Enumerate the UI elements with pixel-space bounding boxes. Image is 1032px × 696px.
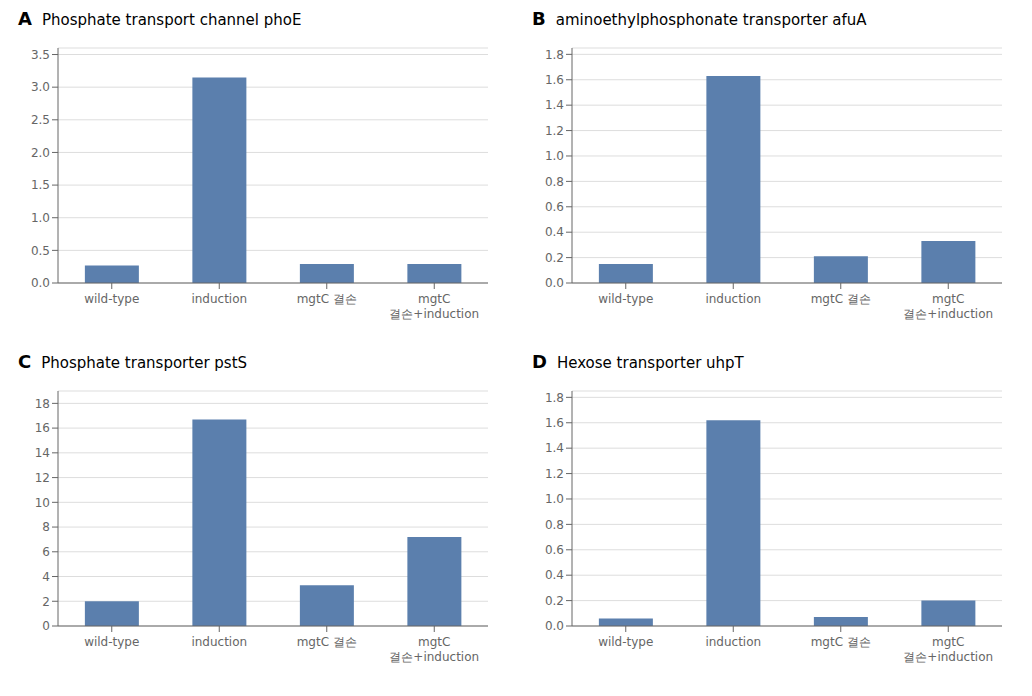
svg-text:induction: induction	[705, 635, 761, 649]
svg-text:0.8: 0.8	[545, 175, 564, 189]
svg-text:wild-type: wild-type	[598, 635, 653, 649]
html-text:C: C	[18, 351, 32, 372]
html-text:D: D	[532, 351, 547, 372]
svg-text:10: 10	[35, 496, 50, 510]
html-text:aminoethylphosphonate transpor: aminoethylphosphonate transporter afuA	[555, 11, 867, 29]
svg-text:3.5: 3.5	[31, 48, 50, 62]
svg-text:0.0: 0.0	[31, 276, 50, 290]
svg-text:mgtC 결손: mgtC 결손	[811, 635, 871, 649]
svg-text:0.6: 0.6	[545, 543, 564, 557]
svg-text:mgtC결손+induction: mgtC결손+induction	[389, 292, 479, 321]
svg-text:mgtC 결손: mgtC 결손	[297, 635, 357, 649]
svg-text:1.5: 1.5	[31, 178, 50, 192]
svg-text:wild-type: wild-type	[84, 635, 139, 649]
svg-text:induction: induction	[191, 635, 247, 649]
svg-text:0.2: 0.2	[545, 594, 564, 608]
svg-text:1.8: 1.8	[545, 48, 564, 62]
svg-text:0: 0	[42, 619, 50, 633]
svg-text:1.6: 1.6	[545, 73, 564, 87]
html-text:Phosphate transporter pstS: Phosphate transporter pstS	[41, 354, 248, 372]
html-text:Hexose transporter uhpT: Hexose transporter uhpT	[557, 354, 744, 372]
svg-text:1.8: 1.8	[545, 391, 564, 405]
svg-text:1.0: 1.0	[545, 492, 564, 506]
html-text:Phosphate transport channel ph: Phosphate transport channel phoE	[41, 11, 302, 29]
html-text:A: A	[18, 8, 32, 29]
svg-text:0.0: 0.0	[545, 619, 564, 633]
svg-text:0.8: 0.8	[545, 518, 564, 532]
svg-text:mgtC결손+induction: mgtC결손+induction	[903, 292, 993, 321]
svg-text:4: 4	[42, 570, 50, 584]
svg-text:6: 6	[42, 545, 50, 559]
svg-text:12: 12	[35, 471, 50, 485]
svg-text:0.4: 0.4	[545, 225, 564, 239]
svg-text:0.4: 0.4	[545, 568, 564, 582]
svg-text:1.4: 1.4	[545, 98, 564, 112]
svg-text:1.2: 1.2	[545, 467, 564, 481]
svg-text:wild-type: wild-type	[598, 292, 653, 306]
svg-text:0.6: 0.6	[545, 200, 564, 214]
svg-text:induction: induction	[705, 292, 761, 306]
svg-text:8: 8	[42, 520, 50, 534]
svg-text:mgtC 결손: mgtC 결손	[811, 292, 871, 306]
svg-text:mgtC결손+induction: mgtC결손+induction	[389, 635, 479, 664]
svg-text:0.2: 0.2	[545, 251, 564, 265]
svg-text:2.5: 2.5	[31, 113, 50, 127]
svg-text:0.0: 0.0	[545, 276, 564, 290]
svg-text:16: 16	[35, 421, 50, 435]
svg-text:0.5: 0.5	[31, 244, 50, 258]
html-text:B: B	[532, 8, 546, 29]
svg-text:1.2: 1.2	[545, 124, 564, 138]
svg-text:1.0: 1.0	[545, 149, 564, 163]
svg-text:3.0: 3.0	[31, 80, 50, 94]
svg-text:induction: induction	[191, 292, 247, 306]
svg-text:mgtC 결손: mgtC 결손	[297, 292, 357, 306]
svg-text:mgtC결손+induction: mgtC결손+induction	[903, 635, 993, 664]
svg-text:1.6: 1.6	[545, 416, 564, 430]
svg-text:wild-type: wild-type	[84, 292, 139, 306]
svg-text:1.0: 1.0	[31, 211, 50, 225]
svg-text:14: 14	[35, 446, 50, 460]
svg-text:2.0: 2.0	[31, 146, 50, 160]
svg-text:18: 18	[35, 397, 50, 411]
svg-text:2: 2	[42, 595, 50, 609]
svg-text:1.4: 1.4	[545, 441, 564, 455]
